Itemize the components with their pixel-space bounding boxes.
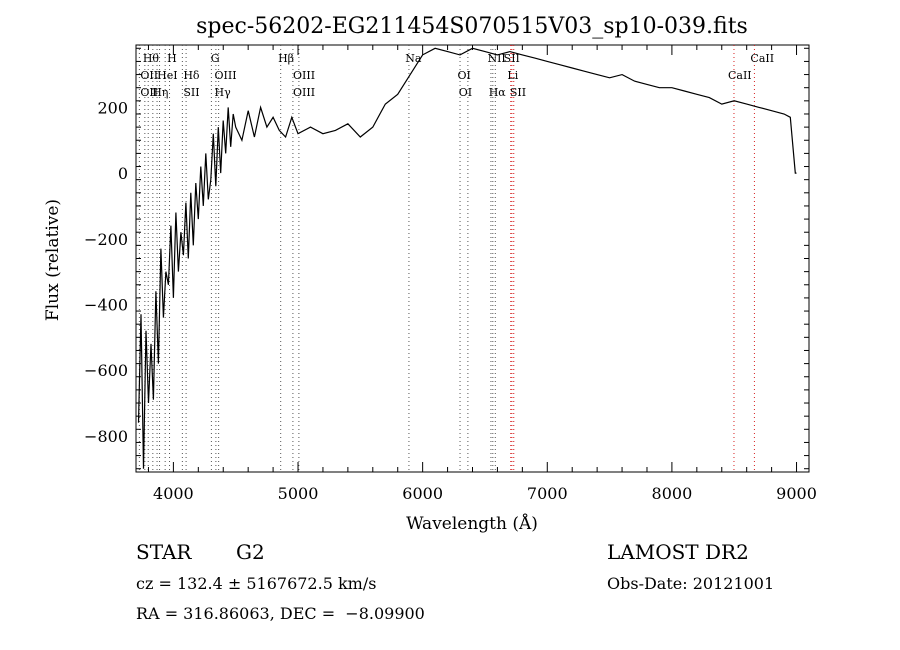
marker-label-11: OIII: [215, 69, 237, 82]
line-markers: [138, 45, 755, 472]
obs-date: Obs-Date: 20121001: [607, 574, 775, 593]
marker-label-21: OI: [459, 86, 472, 99]
y-tick-label: −400: [84, 295, 128, 314]
marker-label-2: G: [211, 52, 220, 65]
spectrum-series-line: [137, 47, 797, 469]
marker-label-15: CaII: [728, 69, 752, 82]
y-axis: −800 −600 −400 −200 0 200: [84, 47, 809, 470]
x-tick-label: 4000: [153, 484, 194, 503]
redshift-line: cz = 132.4 ± 5167672.5 km/s: [136, 574, 377, 593]
marker-label-0: Hθ: [143, 52, 160, 65]
object-class: STAR: [136, 540, 192, 564]
y-tick-label: 0: [118, 164, 128, 183]
marker-label-6: SII: [504, 52, 520, 65]
marker-label-13: OI: [458, 69, 471, 82]
y-tick-label: −200: [84, 230, 128, 249]
marker-label-14: Li: [507, 69, 518, 82]
marker-label-10: Hδ: [183, 69, 200, 82]
marker-label-20: OIII: [293, 86, 315, 99]
x-tick-label: 7000: [527, 484, 568, 503]
marker-label-16: OII: [140, 86, 158, 99]
coordinates: RA = 316.86063, DEC = −8.09900: [136, 604, 425, 623]
survey-name: LAMOST DR2: [607, 540, 749, 564]
subclass: G2: [236, 540, 265, 564]
marker-label-5: NII: [487, 52, 505, 65]
y-tick-label: −800: [84, 427, 128, 446]
marker-label-7: CaII: [750, 52, 774, 65]
x-tick-label: 8000: [652, 484, 693, 503]
marker-label-3: Hβ: [278, 52, 294, 65]
x-tick-label: 5000: [278, 484, 319, 503]
y-axis-label: Flux (relative): [43, 199, 63, 321]
marker-label-9: HeI: [157, 69, 177, 82]
x-axis: 4000 5000 6000 7000 8000 9000: [147, 45, 817, 503]
marker-label-1: H: [167, 52, 177, 65]
chart-title: spec-56202-EG211454S070515V03_sp10-039.f…: [196, 14, 748, 39]
marker-label-22: Hα: [489, 86, 507, 99]
marker-label-17: Hη: [152, 86, 168, 99]
x-tick-label: 9000: [776, 484, 817, 503]
y-tick-label: 200: [97, 98, 128, 117]
marker-label-23: SII: [510, 86, 526, 99]
marker-label-8: OII: [140, 69, 158, 82]
marker-label-18: SII: [183, 86, 199, 99]
y-tick-label: −600: [84, 361, 128, 380]
x-axis-label: Wavelength (Å): [406, 513, 538, 534]
marker-label-4: Na: [405, 52, 422, 65]
x-tick-label: 6000: [402, 484, 443, 503]
marker-label-19: Hγ: [215, 86, 232, 99]
plot-frame: [135, 44, 810, 473]
marker-label-12: OIII: [293, 69, 315, 82]
